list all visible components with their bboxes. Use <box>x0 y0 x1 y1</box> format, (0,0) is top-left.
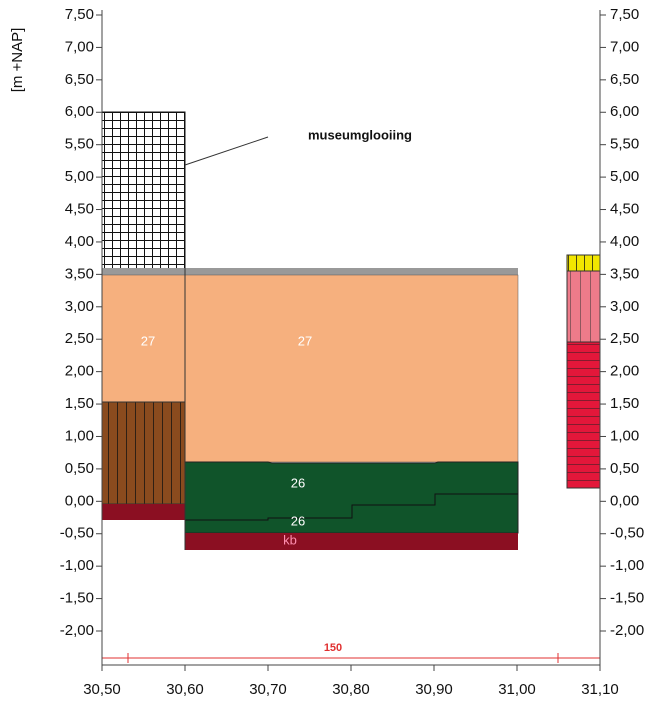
y-tick-label: 2,50 <box>65 330 94 347</box>
y-tick-label: 2,50 <box>610 330 639 347</box>
y-tick-label: 3,50 <box>65 265 94 282</box>
sand-layer <box>566 270 601 343</box>
peat-layer <box>101 401 186 505</box>
y-tick-label: -2,00 <box>610 622 644 639</box>
kb-layer <box>185 533 518 550</box>
x-tick-label: 30,80 <box>332 681 370 698</box>
clay-layer <box>184 461 519 534</box>
y-tick-label: 5,50 <box>65 136 94 153</box>
layer-label: 26 <box>291 513 305 528</box>
y-tick-label: 7,50 <box>65 6 94 23</box>
y-tick-label: 2,00 <box>610 363 639 380</box>
y-axis-label: [m +NAP] <box>9 28 26 93</box>
top-layer <box>566 254 601 272</box>
clay-layer <box>102 504 185 520</box>
y-tick-label: 5,50 <box>610 136 639 153</box>
y-tick-label: 4,50 <box>65 200 94 217</box>
y-tick-label: 1,00 <box>65 427 94 444</box>
y-tick-label: -1,00 <box>610 557 644 574</box>
y-tick-label: 6,50 <box>65 71 94 88</box>
y-tick-label: 3,00 <box>65 298 94 315</box>
y-tick-label: 0,00 <box>610 492 639 509</box>
y-tick-label: 7,00 <box>610 38 639 55</box>
y-tick-label: 1,00 <box>610 427 639 444</box>
annotation: museumglooiing <box>308 127 412 142</box>
y-tick-label: 4,50 <box>610 200 639 217</box>
layer-label: 26 <box>291 475 305 490</box>
y-tick-label: -1,50 <box>610 590 644 607</box>
x-tick-label: 31,00 <box>498 681 536 698</box>
y-tick-label: -0,50 <box>60 525 94 542</box>
y-tick-label: 5,00 <box>610 168 639 185</box>
y-tick-label: 1,50 <box>65 395 94 412</box>
y-tick-label: 6,00 <box>610 103 639 120</box>
x-tick-label: 31,10 <box>581 681 619 698</box>
y-tick-label: 3,50 <box>610 265 639 282</box>
y-tick-label: 4,00 <box>65 233 94 250</box>
fill-layer <box>101 111 186 272</box>
y-tick-label: 0,50 <box>65 460 94 477</box>
y-tick-label: 1,50 <box>610 395 639 412</box>
leader-line <box>184 136 269 166</box>
y-tick-label: 7,50 <box>610 6 639 23</box>
y-tick-label: 2,00 <box>65 363 94 380</box>
layer-label: 27 <box>141 333 155 348</box>
y-tick-label: 0,00 <box>65 492 94 509</box>
x-tick-label: 30,90 <box>415 681 453 698</box>
x-tick-label: 30,70 <box>249 681 287 698</box>
layer-boundary <box>185 493 518 521</box>
pavement-layer <box>102 268 185 275</box>
y-tick-label: -2,00 <box>60 622 94 639</box>
y-tick-label: 4,00 <box>610 233 639 250</box>
y-tick-label: 6,50 <box>610 71 639 88</box>
y-tick-label: 7,00 <box>65 38 94 55</box>
layer-label: 27 <box>298 333 312 348</box>
pavement-layer <box>185 268 518 275</box>
y-tick-label: 0,50 <box>610 460 639 477</box>
layer-label: kb <box>283 532 297 547</box>
y-tick-label: 3,00 <box>610 298 639 315</box>
y-tick-label: -1,00 <box>60 557 94 574</box>
clay-layer <box>566 341 601 489</box>
y-tick-label: 6,00 <box>65 103 94 120</box>
sand-layer <box>101 274 186 403</box>
dimension-label: 150 <box>324 642 342 654</box>
y-tick-label: -0,50 <box>610 525 644 542</box>
x-tick-label: 30,50 <box>83 681 121 698</box>
sand-layer <box>184 274 519 463</box>
y-tick-label: 5,00 <box>65 168 94 185</box>
y-tick-label: -1,50 <box>60 590 94 607</box>
x-tick-label: 30,60 <box>166 681 204 698</box>
